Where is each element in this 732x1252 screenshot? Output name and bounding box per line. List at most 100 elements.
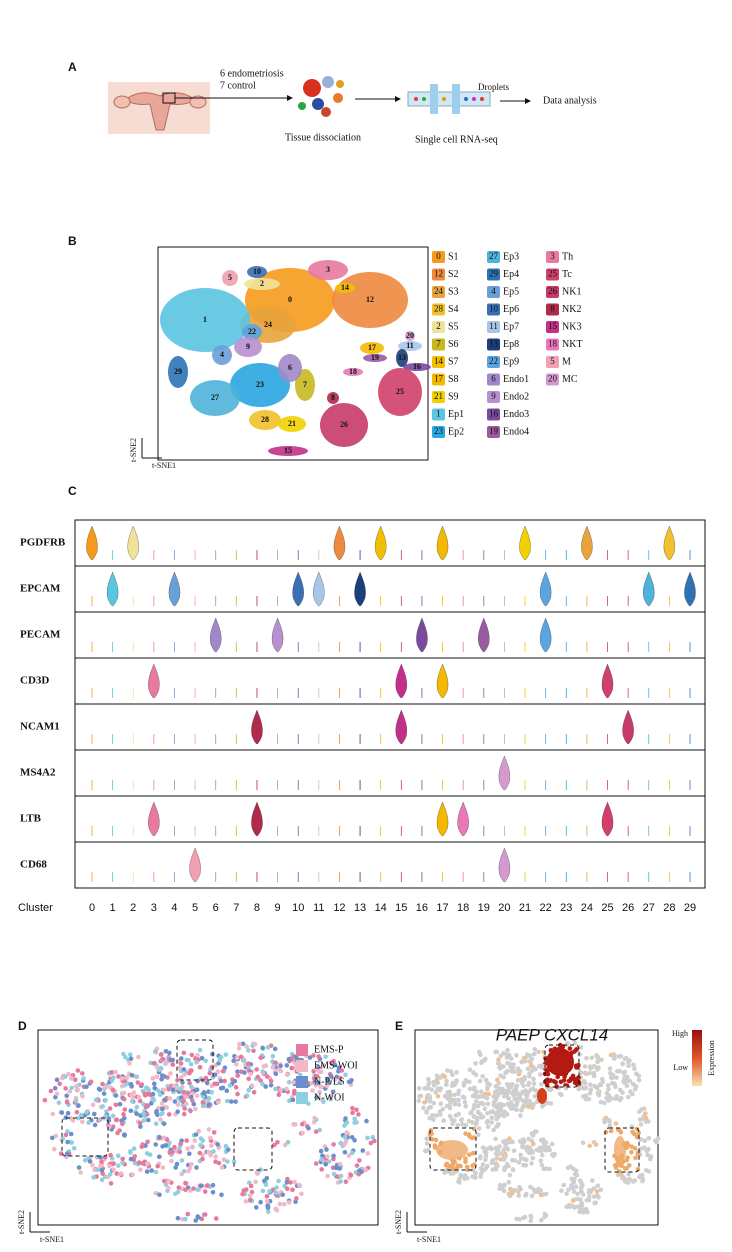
cell-dot — [529, 1131, 535, 1136]
cell-dot — [645, 1152, 650, 1158]
cluster-region — [343, 368, 363, 376]
cell-dot — [632, 1178, 638, 1183]
cell-dot — [313, 1073, 319, 1079]
cell-dot — [108, 1152, 113, 1158]
legend-label: S6 — [448, 339, 459, 350]
cell-dot — [275, 1140, 280, 1145]
x-tick-label: 5 — [192, 902, 198, 914]
cell-dot — [485, 1084, 490, 1090]
cluster-region — [278, 354, 302, 382]
cell-dot — [593, 1084, 598, 1089]
cluster-region — [278, 416, 306, 432]
cell-dot — [111, 1167, 116, 1172]
legend-id: 22 — [489, 356, 498, 366]
cell-dot — [100, 1081, 105, 1087]
violin — [684, 571, 696, 607]
cell-dot — [312, 1115, 317, 1121]
cell-dot — [255, 1074, 261, 1080]
cell-dot — [429, 1087, 434, 1092]
cell-dot — [219, 1192, 224, 1198]
cell-dot — [580, 1192, 586, 1197]
violin — [540, 617, 552, 653]
legend-label: Th — [562, 251, 573, 262]
legend-swatch — [432, 426, 445, 438]
cell-dot — [124, 1075, 130, 1080]
cell-dot — [197, 1047, 203, 1053]
cell-dot — [284, 1063, 290, 1068]
cell-dot — [646, 1135, 652, 1141]
legend-id: 8 — [550, 304, 555, 314]
cell-dot — [270, 1053, 276, 1059]
cell-dot — [137, 1120, 143, 1126]
cell-dot — [205, 1183, 210, 1188]
cell-dot — [350, 1150, 355, 1155]
cell-dot — [638, 1117, 643, 1122]
cell-dot — [325, 1154, 330, 1159]
cell-dot — [566, 1187, 571, 1192]
cluster-label: 18 — [349, 367, 357, 376]
cell-dot — [57, 1081, 62, 1087]
cluster-region — [308, 260, 348, 280]
cell-dot — [177, 1065, 182, 1071]
cell-dot — [454, 1165, 460, 1171]
cell-dot — [260, 1188, 266, 1194]
cell-dot — [152, 1081, 157, 1087]
cell-dot — [70, 1118, 76, 1123]
cell-dot — [509, 1190, 515, 1196]
cell-dot — [52, 1086, 58, 1091]
tsne-plot: EMS-P EMS-WOI N-P/LS N-WOI — [42, 1041, 377, 1223]
cell-dot — [197, 1150, 203, 1156]
legend-swatch — [432, 303, 445, 316]
cell-dot — [248, 1197, 253, 1203]
cell-dot — [343, 1179, 349, 1184]
cell-dot — [248, 1183, 254, 1189]
cell-dot — [184, 1057, 190, 1063]
cell-dot — [219, 1165, 225, 1170]
cell-dot — [145, 1139, 150, 1145]
cluster-label: 9 — [246, 342, 250, 351]
cell-dot — [422, 1100, 427, 1105]
cell-dot — [66, 1071, 71, 1077]
cell-dot — [132, 1154, 137, 1159]
cell-dot — [417, 1094, 422, 1099]
cell-dot — [352, 1138, 357, 1143]
cell-dot — [416, 1086, 422, 1091]
cell-dot — [220, 1085, 226, 1091]
violin — [478, 617, 490, 653]
cell-dot — [258, 1200, 263, 1205]
cell-dot — [505, 1060, 510, 1066]
cell-dot — [324, 1083, 330, 1088]
cell-dot — [456, 1102, 462, 1107]
cell-dot — [529, 1063, 534, 1069]
cell-dot — [525, 1066, 531, 1071]
cell-dot — [485, 1101, 491, 1107]
cell-dot — [188, 1062, 194, 1067]
cell-dot — [538, 1072, 543, 1077]
x-axis-label: t-SNE1 — [417, 1235, 441, 1244]
cluster-label: 20 — [406, 331, 414, 340]
cell-dot — [185, 1146, 190, 1151]
cell-dot — [202, 1189, 208, 1194]
cell-dot — [654, 1139, 659, 1145]
cell-dot — [567, 1046, 573, 1051]
cell-dot — [484, 1146, 490, 1152]
cell-dot — [344, 1130, 350, 1135]
cell-dot — [331, 1142, 336, 1147]
cell-dot — [160, 1165, 166, 1170]
violin-row — [74, 519, 706, 567]
cell-dot — [426, 1076, 431, 1082]
cell-dot — [536, 1064, 542, 1069]
cell-dot — [483, 1150, 489, 1156]
cell-dot — [248, 1071, 253, 1077]
cell-dot — [118, 1171, 124, 1176]
cell-dot — [339, 1068, 345, 1073]
cell-dot — [215, 1142, 220, 1147]
cell-dot — [588, 1082, 593, 1087]
legend-swatch — [296, 1044, 308, 1056]
cell-dot — [317, 1089, 322, 1095]
x-tick-label: 4 — [171, 902, 177, 914]
cell-dot — [646, 1169, 652, 1174]
cell-dot — [246, 1088, 251, 1093]
cell-dot — [503, 1070, 508, 1076]
